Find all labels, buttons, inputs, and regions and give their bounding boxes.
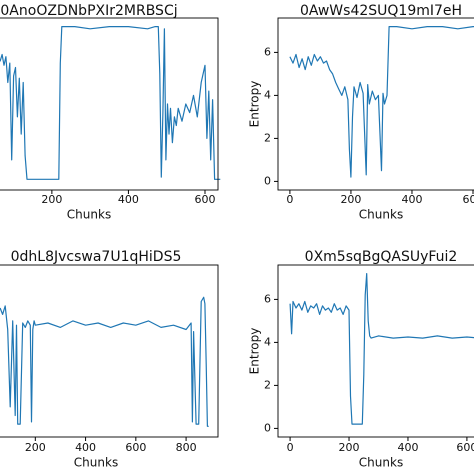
data-line [289, 273, 474, 425]
chart-title: 0dhL8Jvcswa7U1qHiDS5 [11, 249, 182, 265]
y-axis-label: Entropy [248, 328, 262, 375]
x-tick-label: 600 [463, 193, 474, 206]
y-tick-label: 2 [264, 378, 271, 391]
y-tick-label: 2 [264, 131, 271, 144]
x-tick-label: 400 [401, 193, 422, 206]
x-tick-label: 200 [41, 193, 62, 206]
x-tick-label: 200 [339, 441, 360, 454]
y-tick-label: 4 [264, 88, 271, 101]
x-tick-label: 800 [176, 441, 197, 454]
x-tick-label: 0 [286, 193, 293, 206]
x-tick-label: 200 [25, 441, 46, 454]
x-tick-label: 600 [456, 441, 474, 454]
chart-title: 0AnoOZDNbPXIr2MRBSCj [0, 3, 177, 19]
axes-frame [0, 17, 219, 191]
y-tick-label: 6 [264, 45, 271, 58]
x-tick-label: 600 [194, 193, 215, 206]
data-line [0, 26, 221, 180]
data-line [289, 26, 474, 178]
x-axis-label: Chunks [359, 456, 403, 470]
x-tick-label: 0 [287, 441, 294, 454]
chart-title: 0Xm5sqBgQASUyFui2 [305, 249, 458, 265]
x-tick-label: 600 [125, 441, 146, 454]
x-tick-label: 400 [75, 441, 96, 454]
axes-frame [277, 264, 474, 438]
y-axis-label: Entropy [248, 81, 262, 128]
x-tick-label: 400 [118, 193, 139, 206]
axes-frame [0, 264, 219, 438]
chart-title: 0AwWs42SUQ19mI7eH [300, 3, 462, 19]
x-axis-label: Chunks [67, 208, 111, 222]
x-axis-label: Chunks [74, 456, 118, 470]
axes-frame [277, 17, 474, 191]
y-tick-label: 6 [264, 292, 271, 305]
x-tick-label: 200 [340, 193, 361, 206]
y-tick-label: 0 [264, 174, 271, 187]
x-axis-label: Chunks [359, 208, 403, 222]
y-tick-label: 0 [264, 421, 271, 434]
y-tick-label: 4 [264, 335, 271, 348]
x-tick-label: 400 [397, 441, 418, 454]
data-line [0, 296, 209, 427]
